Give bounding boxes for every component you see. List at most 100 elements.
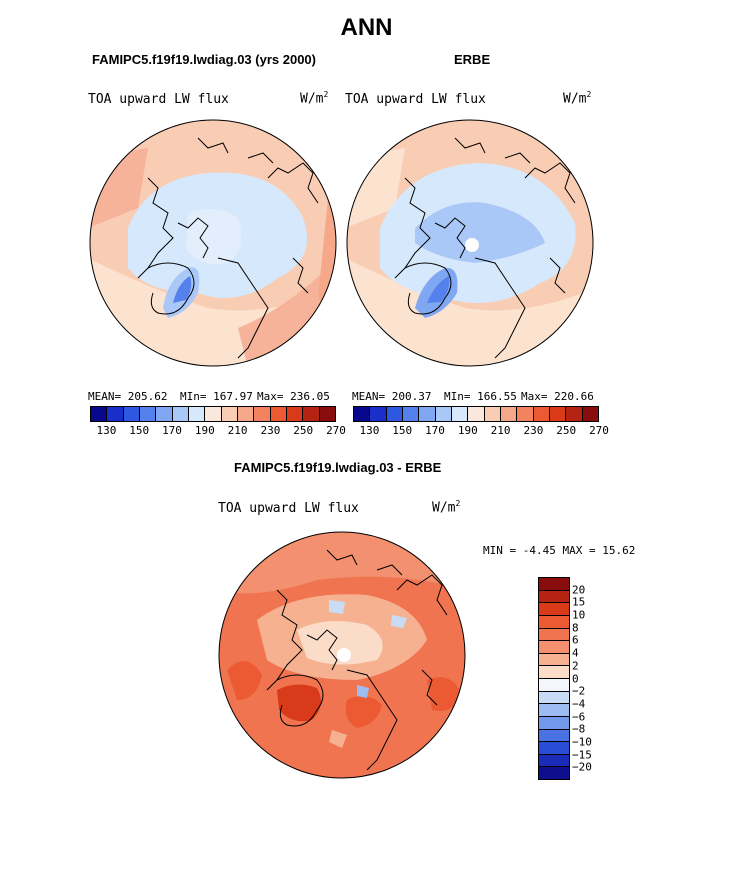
colorbar-tick-label: 170 bbox=[425, 424, 445, 437]
colorbar-swatch bbox=[533, 407, 550, 421]
colorbar-tick-label: −8 bbox=[572, 722, 586, 736]
colorbar-swatch bbox=[549, 407, 567, 421]
colorbar-swatch bbox=[539, 679, 569, 692]
colorbar-swatch bbox=[435, 407, 452, 421]
colorbar-swatch bbox=[539, 578, 569, 591]
colorbar-tick-label: 170 bbox=[162, 424, 182, 437]
colorbar-swatch bbox=[539, 603, 569, 616]
colorbar-swatch bbox=[539, 754, 569, 768]
right-case-title: ERBE bbox=[454, 52, 491, 67]
colorbar-swatch bbox=[539, 742, 569, 755]
colorbar-swatch bbox=[91, 407, 108, 421]
diff-units-label: W/m2 bbox=[432, 499, 461, 516]
colorbar-swatch bbox=[539, 653, 569, 667]
colorbar-swatch bbox=[188, 407, 206, 421]
colorbar-tick-label: 210 bbox=[227, 424, 248, 437]
diff-case-title: FAMIPC5.f19f19.lwdiag.03 - ERBE bbox=[234, 460, 442, 475]
colorbar-tick-label: 190 bbox=[457, 424, 478, 437]
left-units-label: W/m2 bbox=[300, 90, 329, 107]
diff-colorbar-labels: 20 15 10 8 6 4 2 0 −2 −4 −6 −8 −10 −15 −20 bbox=[572, 577, 622, 778]
colorbar-tick-label: 20 bbox=[572, 583, 586, 597]
colorbar-tick-label: −10 bbox=[572, 735, 592, 749]
colorbar-swatch bbox=[354, 407, 371, 421]
colorbar-swatch bbox=[419, 407, 436, 421]
colorbar-swatch bbox=[582, 407, 598, 421]
main-title: ANN bbox=[340, 14, 393, 41]
left-min-stat: MIn= 167.97 bbox=[180, 390, 253, 403]
colorbar-swatch bbox=[468, 407, 485, 421]
colorbar-swatch bbox=[566, 407, 583, 421]
left-max-stat: Max= 236.05 bbox=[257, 390, 330, 403]
colorbar-swatch bbox=[205, 407, 222, 421]
right-colorbar-labels: 130 150 170 190 210 230 250 270 bbox=[353, 424, 608, 438]
colorbar-swatch bbox=[451, 407, 469, 421]
colorbar-tick-label: 130 bbox=[96, 424, 117, 437]
colorbar-swatch bbox=[221, 407, 238, 421]
diff-minmax-stat: MIN = -4.45 MAX = 15.62 bbox=[483, 544, 636, 557]
colorbar-swatch bbox=[539, 590, 569, 604]
colorbar-swatch bbox=[172, 407, 189, 421]
colorbar-tick-label: 2 bbox=[572, 659, 579, 673]
colorbar-tick-label: −6 bbox=[572, 710, 586, 724]
right-units-label: W/m2 bbox=[563, 90, 592, 107]
colorbar-tick-label: −15 bbox=[572, 748, 592, 762]
colorbar-swatch bbox=[539, 767, 569, 779]
colorbar-tick-label: 210 bbox=[490, 424, 511, 437]
colorbar-tick-label: 15 bbox=[572, 595, 586, 609]
right-colorbar bbox=[353, 406, 599, 422]
colorbar-tick-label: 230 bbox=[523, 424, 544, 437]
colorbar-swatch bbox=[139, 407, 157, 421]
colorbar-swatch bbox=[107, 407, 124, 421]
right-min-stat: MIn= 166.55 bbox=[444, 390, 517, 403]
colorbar-swatch bbox=[123, 407, 140, 421]
colorbar-swatch bbox=[386, 407, 403, 421]
colorbar-swatch bbox=[500, 407, 518, 421]
colorbar-swatch bbox=[539, 729, 569, 743]
colorbar-tick-label: −4 bbox=[572, 697, 586, 711]
left-colorbar bbox=[90, 406, 336, 422]
colorbar-swatch bbox=[539, 628, 569, 642]
colorbar-tick-label: −2 bbox=[572, 684, 586, 698]
colorbar-swatch bbox=[484, 407, 501, 421]
right-mean-stat: MEAN= 200.37 bbox=[352, 390, 432, 403]
colorbar-swatch bbox=[237, 407, 255, 421]
colorbar-tick-label: 250 bbox=[556, 424, 577, 437]
colorbar-tick-label: 150 bbox=[392, 424, 413, 437]
colorbar-tick-label: 0 bbox=[572, 672, 579, 685]
colorbar-tick-label: 150 bbox=[129, 424, 150, 437]
colorbar-swatch bbox=[539, 666, 569, 679]
left-case-title: FAMIPC5.f19f19.lwdiag.03 (yrs 2000) bbox=[92, 52, 316, 67]
colorbar-swatch bbox=[539, 641, 569, 654]
colorbar-swatch bbox=[319, 407, 335, 421]
colorbar-tick-label: 4 bbox=[572, 646, 579, 660]
right-variable-label: TOA upward LW flux bbox=[345, 92, 486, 107]
colorbar-swatch bbox=[402, 407, 420, 421]
left-mean-stat: MEAN= 205.62 bbox=[88, 390, 168, 403]
colorbar-tick-label: 270 bbox=[326, 424, 346, 437]
colorbar-swatch bbox=[156, 407, 173, 421]
colorbar-tick-label: 230 bbox=[260, 424, 281, 437]
colorbar-swatch bbox=[254, 407, 271, 421]
colorbar-tick-label: −20 bbox=[572, 760, 592, 774]
colorbar-swatch bbox=[370, 407, 387, 421]
left-variable-label: TOA upward LW flux bbox=[88, 92, 229, 107]
diff-variable-label: TOA upward LW flux bbox=[218, 501, 359, 516]
right-max-stat: Max= 220.66 bbox=[521, 390, 594, 403]
colorbar-swatch bbox=[539, 615, 569, 629]
colorbar-tick-label: 6 bbox=[572, 633, 579, 647]
left-polar-map bbox=[89, 119, 337, 367]
diff-polar-map bbox=[218, 531, 466, 779]
colorbar-tick-label: 250 bbox=[293, 424, 314, 437]
colorbar-swatch bbox=[517, 407, 534, 421]
colorbar-swatch bbox=[539, 691, 569, 705]
colorbar-swatch bbox=[539, 716, 569, 730]
colorbar-swatch bbox=[539, 704, 569, 717]
colorbar-tick-label: 130 bbox=[359, 424, 380, 437]
left-colorbar-labels: 130 150 170 190 210 230 250 270 bbox=[90, 424, 345, 438]
colorbar-swatch bbox=[303, 407, 320, 421]
colorbar-swatch bbox=[286, 407, 304, 421]
colorbar-tick-label: 190 bbox=[194, 424, 215, 437]
colorbar-tick-label: 270 bbox=[589, 424, 609, 437]
colorbar-tick-label: 10 bbox=[572, 608, 586, 622]
colorbar-swatch bbox=[270, 407, 287, 421]
